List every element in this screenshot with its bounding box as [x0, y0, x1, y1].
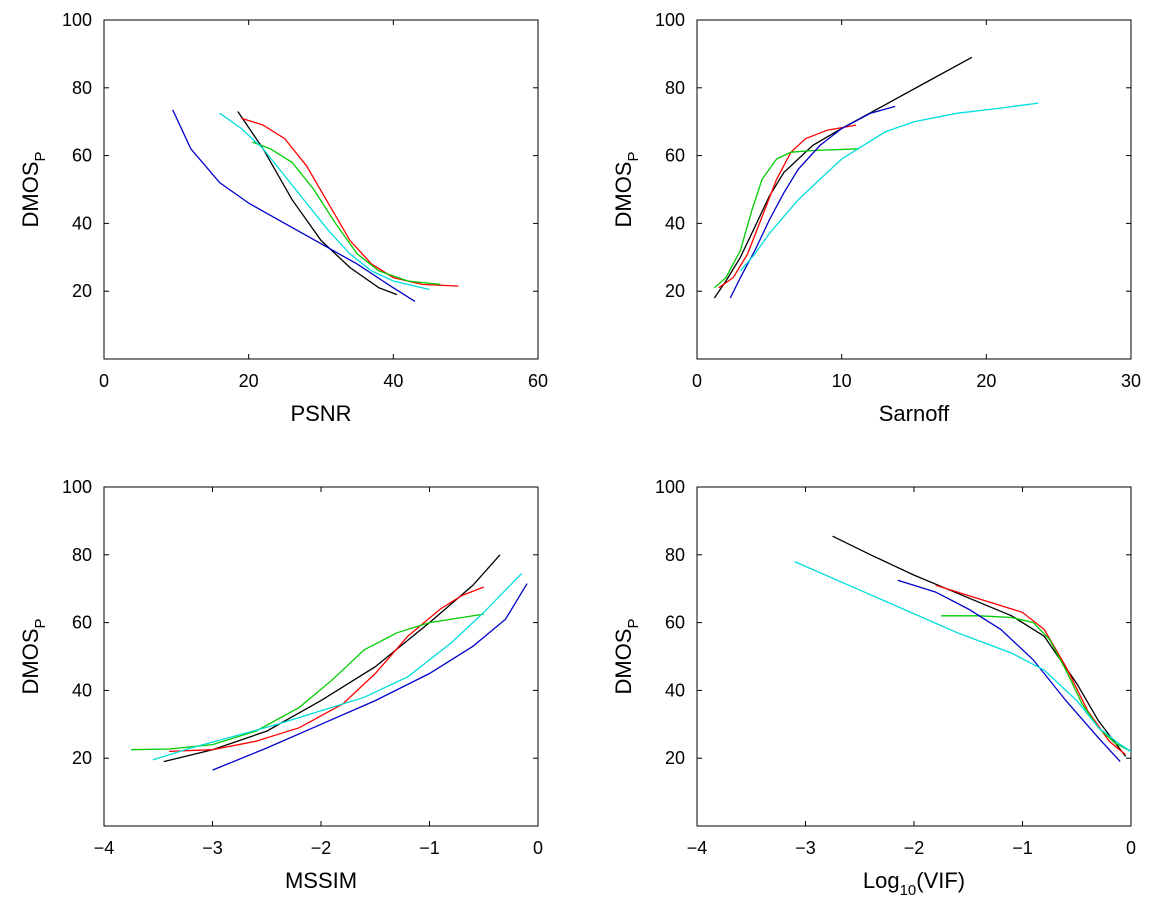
x-tick-label: −3 — [795, 838, 816, 858]
x-tick-label: −2 — [904, 838, 925, 858]
y-tick-label: 60 — [665, 146, 685, 166]
y-tick-label: 60 — [665, 613, 685, 633]
plot-area — [103, 486, 539, 827]
y-axis-title-main: DMOS — [18, 162, 43, 228]
y-tick-label: 40 — [665, 213, 685, 233]
plot-area — [696, 19, 1132, 360]
x-axis-title-main: Sarnoff — [879, 401, 950, 426]
x-axis-title: PSNR — [290, 401, 351, 426]
y-tick-label: 100 — [655, 477, 685, 497]
series-line-2 — [941, 615, 1132, 752]
y-axis-title-main: DMOS — [611, 629, 636, 695]
y-tick-label: 60 — [72, 146, 92, 166]
panel-log-vif: −4 −3 −2 −1 0 20 40 60 80 100 Log10(VIF) DMOSP — [611, 477, 1136, 899]
x-axis-title-main: Log — [863, 868, 900, 893]
panel-mssim: −4 −3 −2 −1 0 20 40 60 80 100 MSSIM DMOSP — [18, 477, 543, 893]
series-line-4 — [152, 572, 523, 761]
series-line-4 — [219, 112, 430, 291]
series-line-2 — [131, 613, 484, 751]
series-line-3 — [212, 583, 528, 771]
y-axis-title-sub: P — [32, 618, 49, 628]
x-axis-title-main: MSSIM — [285, 868, 357, 893]
y-tick-label: 40 — [72, 680, 92, 700]
x-axis-title-suffix: (VIF) — [916, 868, 965, 893]
x-tick-label: 0 — [99, 371, 109, 391]
plot-area — [696, 486, 1132, 827]
y-tick-label: 80 — [72, 545, 92, 565]
x-tick-label: 40 — [383, 371, 403, 391]
y-axis-title: DMOSP — [18, 151, 49, 227]
y-tick-label: 60 — [72, 613, 92, 633]
x-tick-label: −3 — [202, 838, 223, 858]
x-axis-title: Sarnoff — [879, 401, 950, 426]
series-line-0 — [163, 554, 501, 763]
x-tick-label: 0 — [1126, 838, 1136, 858]
x-tick-label: 20 — [976, 371, 996, 391]
x-tick-label: 0 — [692, 371, 702, 391]
x-tick-label: 60 — [528, 371, 548, 391]
x-tick-label: 30 — [1121, 371, 1141, 391]
x-tick-label: −4 — [94, 838, 115, 858]
y-tick-label: 80 — [665, 545, 685, 565]
y-tick-label: 80 — [665, 78, 685, 98]
x-tick-label: 20 — [239, 371, 259, 391]
y-axis-title-main: DMOS — [18, 629, 43, 695]
y-axis-title: DMOSP — [611, 151, 642, 227]
series-line-4 — [794, 561, 1132, 752]
series-line-0 — [832, 535, 1127, 757]
series-line-1 — [718, 124, 857, 289]
series-line-3 — [172, 109, 416, 302]
y-tick-label: 20 — [72, 281, 92, 301]
x-tick-label: 10 — [832, 371, 852, 391]
x-tick-label: −1 — [1012, 838, 1033, 858]
x-tick-label: −4 — [687, 838, 708, 858]
series-line-2 — [252, 141, 441, 286]
x-axis-title-main: PSNR — [290, 401, 351, 426]
y-tick-label: 100 — [62, 10, 92, 30]
y-axis-title-sub: P — [625, 151, 642, 161]
series-line-2 — [713, 148, 860, 289]
series-line-3 — [897, 579, 1121, 763]
series-line-1 — [169, 586, 485, 753]
x-axis-title-sub: 10 — [900, 882, 917, 899]
y-axis-title-sub: P — [32, 151, 49, 161]
x-tick-label: 0 — [533, 838, 543, 858]
y-axis-title-main: DMOS — [611, 162, 636, 228]
series-line-4 — [739, 102, 1039, 272]
y-tick-label: 100 — [655, 10, 685, 30]
y-tick-label: 80 — [72, 78, 92, 98]
x-axis-title: MSSIM — [285, 868, 357, 893]
y-tick-label: 20 — [72, 748, 92, 768]
y-tick-label: 20 — [665, 748, 685, 768]
y-axis-title-sub: P — [625, 618, 642, 628]
y-axis-title: DMOSP — [18, 618, 49, 694]
panel-sarnoff: 0 10 20 30 20 40 60 80 100 Sarnoff DMOSP — [611, 10, 1141, 426]
y-tick-label: 100 — [62, 477, 92, 497]
y-tick-label: 40 — [72, 213, 92, 233]
x-axis-title: Log10(VIF) — [863, 868, 965, 899]
x-tick-label: −2 — [311, 838, 332, 858]
y-axis-title: DMOSP — [611, 618, 642, 694]
series-line-0 — [713, 56, 973, 299]
y-tick-label: 20 — [665, 281, 685, 301]
x-tick-label: −1 — [419, 838, 440, 858]
panel-psnr: 0 20 40 60 20 40 60 80 100 PSNR DMOSP — [18, 10, 548, 426]
y-tick-label: 40 — [665, 680, 685, 700]
series-line-3 — [729, 105, 896, 299]
